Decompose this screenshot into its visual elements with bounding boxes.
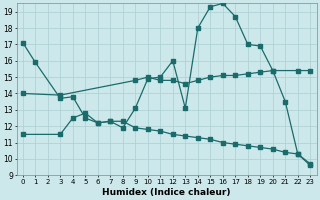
X-axis label: Humidex (Indice chaleur): Humidex (Indice chaleur)	[102, 188, 231, 197]
